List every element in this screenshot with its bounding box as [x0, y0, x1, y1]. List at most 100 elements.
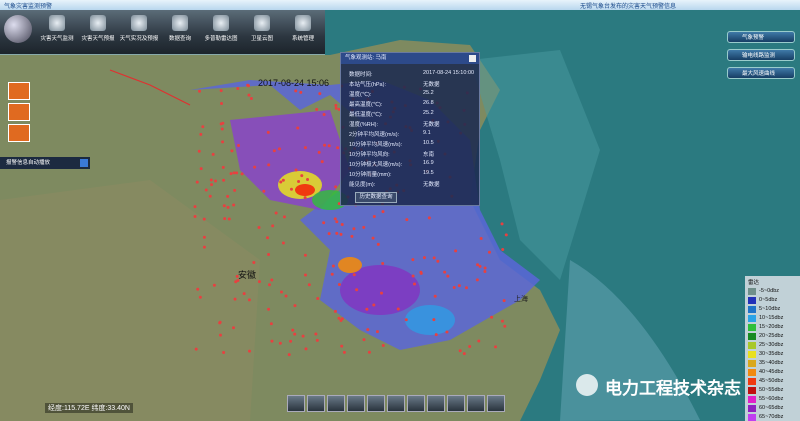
station-dot[interactable]: [322, 112, 326, 116]
station-dot[interactable]: [334, 106, 338, 110]
station-dot[interactable]: [222, 178, 226, 182]
station-dot[interactable]: [339, 232, 343, 236]
station-dot[interactable]: [230, 149, 234, 153]
station-dot[interactable]: [452, 286, 456, 290]
tool-button[interactable]: 灾害天气预报: [77, 12, 119, 52]
station-dot[interactable]: [427, 216, 431, 220]
station-dot[interactable]: [198, 89, 202, 93]
station-dot[interactable]: [411, 258, 415, 262]
station-dot[interactable]: [462, 352, 466, 356]
station-dot[interactable]: [293, 304, 297, 308]
station-dot[interactable]: [307, 283, 311, 287]
expand-button[interactable]: [80, 159, 88, 167]
station-dot[interactable]: [236, 278, 240, 282]
station-dot[interactable]: [468, 344, 472, 348]
alert-panel[interactable]: 报警信息自动播放: [0, 157, 90, 169]
station-dot[interactable]: [478, 264, 482, 268]
station-dot[interactable]: [297, 180, 301, 184]
station-dot[interactable]: [289, 187, 293, 191]
station-dot[interactable]: [355, 288, 359, 292]
station-dot[interactable]: [434, 333, 438, 337]
station-dot[interactable]: [237, 143, 241, 147]
icon-button[interactable]: [8, 103, 30, 121]
icon-button[interactable]: [8, 82, 30, 100]
station-dot[interactable]: [281, 241, 285, 245]
station-dot[interactable]: [371, 236, 375, 240]
map-tool[interactable]: [427, 395, 445, 412]
station-dot[interactable]: [193, 205, 197, 209]
side-button[interactable]: 输电线路监测: [727, 49, 795, 61]
station-dot[interactable]: [443, 270, 447, 274]
station-dot[interactable]: [317, 150, 321, 154]
station-dot[interactable]: [464, 286, 468, 290]
station-dot[interactable]: [233, 297, 237, 301]
station-dot[interactable]: [337, 316, 341, 320]
station-dot[interactable]: [266, 130, 270, 134]
tool-button[interactable]: 多普勒雷达图: [200, 12, 242, 52]
station-dot[interactable]: [296, 126, 300, 130]
station-dot[interactable]: [504, 233, 508, 237]
map-tool[interactable]: [287, 395, 305, 412]
station-dot[interactable]: [194, 347, 198, 351]
station-dot[interactable]: [262, 189, 266, 193]
station-dot[interactable]: [433, 294, 437, 298]
station-dot[interactable]: [330, 272, 334, 276]
station-dot[interactable]: [270, 339, 274, 343]
station-dot[interactable]: [503, 324, 507, 328]
tool-button[interactable]: 系统管理: [282, 12, 324, 52]
history-button[interactable]: 历史数据查询: [355, 192, 397, 203]
station-dot[interactable]: [220, 101, 224, 105]
station-dot[interactable]: [232, 203, 236, 207]
station-dot[interactable]: [500, 319, 504, 323]
station-dot[interactable]: [303, 273, 307, 277]
station-dot[interactable]: [333, 309, 337, 313]
station-dot[interactable]: [405, 218, 409, 222]
station-dot[interactable]: [235, 171, 239, 175]
map-tool[interactable]: [447, 395, 465, 412]
station-dot[interactable]: [376, 242, 380, 246]
station-dot[interactable]: [219, 122, 223, 126]
station-dot[interactable]: [240, 172, 244, 176]
station-dot[interactable]: [381, 343, 385, 347]
station-dot[interactable]: [226, 205, 230, 209]
station-dot[interactable]: [300, 174, 304, 178]
station-dot[interactable]: [202, 217, 206, 221]
station-dot[interactable]: [457, 284, 461, 288]
station-dot[interactable]: [242, 292, 246, 296]
station-dot[interactable]: [274, 211, 278, 215]
station-dot[interactable]: [367, 350, 371, 354]
station-dot[interactable]: [335, 231, 339, 235]
station-dot[interactable]: [229, 172, 233, 176]
station-dot[interactable]: [269, 322, 273, 326]
station-dot[interactable]: [266, 236, 270, 240]
station-dot[interactable]: [483, 266, 487, 270]
station-dot[interactable]: [501, 247, 505, 251]
station-dot[interactable]: [411, 274, 415, 278]
station-dot[interactable]: [322, 221, 326, 225]
station-dot[interactable]: [253, 165, 257, 169]
station-dot[interactable]: [337, 107, 341, 111]
station-dot[interactable]: [340, 344, 344, 348]
station-dot[interactable]: [236, 86, 240, 90]
station-dot[interactable]: [220, 127, 224, 131]
side-button[interactable]: 气象预警: [727, 31, 795, 43]
station-dot[interactable]: [202, 245, 206, 249]
station-dot[interactable]: [221, 140, 225, 144]
station-dot[interactable]: [222, 350, 226, 354]
station-dot[interactable]: [209, 178, 213, 182]
map-tool[interactable]: [467, 395, 485, 412]
station-dot[interactable]: [335, 220, 339, 224]
station-dot[interactable]: [210, 183, 214, 187]
station-dot[interactable]: [231, 326, 235, 330]
station-dot[interactable]: [340, 222, 344, 226]
station-dot[interactable]: [331, 264, 335, 268]
station-dot[interactable]: [475, 278, 479, 282]
station-dot[interactable]: [287, 353, 291, 357]
station-dot[interactable]: [247, 298, 251, 302]
station-dot[interactable]: [279, 180, 283, 184]
station-dot[interactable]: [294, 89, 298, 93]
station-dot[interactable]: [494, 345, 498, 349]
station-dot[interactable]: [432, 318, 436, 322]
station-dot[interactable]: [303, 146, 307, 150]
station-dot[interactable]: [226, 194, 230, 198]
